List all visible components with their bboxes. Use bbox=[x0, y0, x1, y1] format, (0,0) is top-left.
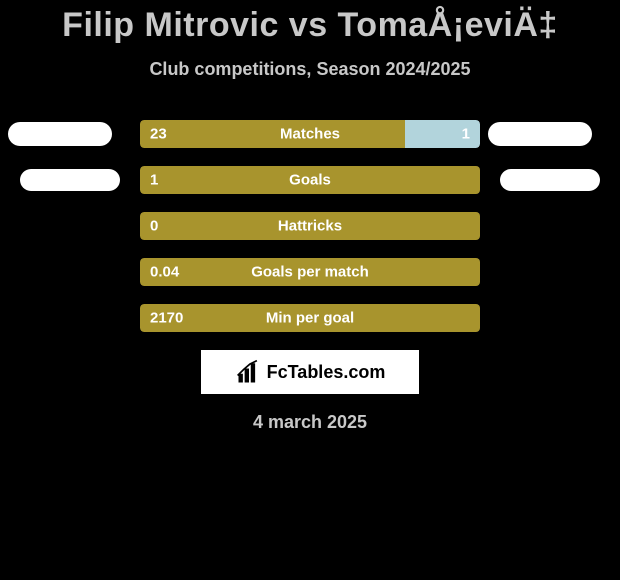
stat-row: 231Matches bbox=[0, 120, 620, 148]
date-label: 4 march 2025 bbox=[0, 412, 620, 433]
stats-container: 231Matches1Goals0Hattricks0.04Goals per … bbox=[0, 120, 620, 332]
player2-pill bbox=[488, 122, 592, 146]
stat-row: 0Hattricks bbox=[0, 212, 620, 240]
player1-segment: 0 bbox=[140, 212, 480, 240]
player1-segment: 2170 bbox=[140, 304, 480, 332]
bar-chart-icon bbox=[235, 358, 263, 386]
player2-value: 1 bbox=[462, 126, 470, 143]
player1-pill bbox=[8, 122, 112, 146]
stat-row: 2170Min per goal bbox=[0, 304, 620, 332]
player1-segment: 1 bbox=[140, 166, 480, 194]
player2-pill bbox=[500, 169, 600, 191]
brand-text: FcTables.com bbox=[267, 362, 386, 383]
stat-row: 1Goals bbox=[0, 166, 620, 194]
player1-value: 0 bbox=[150, 218, 158, 235]
stat-bar: 0Hattricks bbox=[140, 212, 480, 240]
player1-value: 0.04 bbox=[150, 264, 179, 281]
player1-value: 1 bbox=[150, 172, 158, 189]
brand-badge: FcTables.com bbox=[201, 350, 419, 394]
player2-segment: 1 bbox=[405, 120, 480, 148]
player1-pill bbox=[20, 169, 120, 191]
comparison-widget: Filip Mitrovic vs TomaÅ¡eviÄ‡ Club compe… bbox=[0, 0, 620, 580]
stat-bar: 1Goals bbox=[140, 166, 480, 194]
stat-bar: 0.04Goals per match bbox=[140, 258, 480, 286]
stat-bar: 2170Min per goal bbox=[140, 304, 480, 332]
page-title: Filip Mitrovic vs TomaÅ¡eviÄ‡ bbox=[0, 0, 620, 45]
stat-row: 0.04Goals per match bbox=[0, 258, 620, 286]
stat-bar: 231Matches bbox=[140, 120, 480, 148]
player1-value: 23 bbox=[150, 126, 167, 143]
player1-value: 2170 bbox=[150, 310, 183, 327]
subtitle: Club competitions, Season 2024/2025 bbox=[0, 59, 620, 80]
player1-segment: 0.04 bbox=[140, 258, 480, 286]
player1-segment: 23 bbox=[140, 120, 405, 148]
